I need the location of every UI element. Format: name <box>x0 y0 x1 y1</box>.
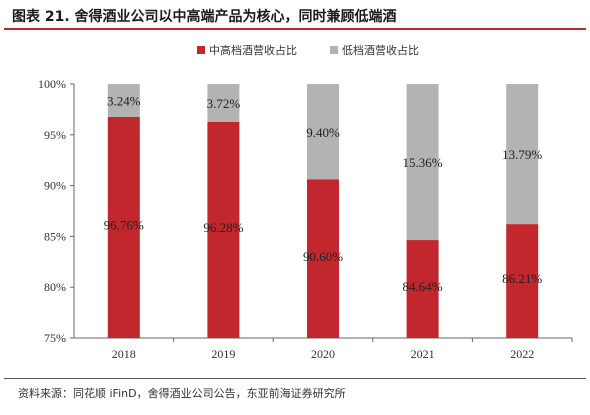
footer-divider <box>4 378 586 379</box>
data-label-high-2019: 96.28% <box>203 220 243 235</box>
source-note: 资料来源：同花顺 iFinD，舍得酒业公司公告，东亚前海证券研究所 <box>18 387 346 400</box>
legend: 中高档酒营收占比 低档酒营收占比 <box>197 43 419 57</box>
data-label-high-2022: 86.21% <box>502 271 542 286</box>
bar-high-2020 <box>307 179 339 338</box>
data-label-low-2019: 3.72% <box>207 96 241 111</box>
data-label-high-2021: 84.64% <box>403 279 443 294</box>
bars <box>107 84 539 339</box>
data-label-low-2022: 13.79% <box>502 147 542 162</box>
bar-high-2022 <box>506 224 539 338</box>
stacked-bar-chart: 中高档酒营收占比 低档酒营收占比 75% 80% 85% 90% 95% 100% 2018… <box>38 43 573 361</box>
legend-label-high: 中高档酒营收占比 <box>209 43 297 57</box>
bar-low-2021 <box>406 84 439 241</box>
bar-low-2018 <box>107 84 140 117</box>
bar-low-2022 <box>506 84 539 225</box>
data-label-high-2020: 90.60% <box>303 249 343 264</box>
bar-high-2019 <box>207 121 240 338</box>
x-tick-label: 2020 <box>311 347 335 361</box>
title-divider <box>4 28 586 30</box>
bar-low-2019 <box>207 84 240 122</box>
y-tick-label: 90% <box>44 179 66 193</box>
y-tick-label: 85% <box>44 229 66 243</box>
x-tick-label: 2022 <box>510 347 534 361</box>
x-tick-label: 2018 <box>112 347 136 361</box>
data-labels: 96.76% 3.24% 96.28% 3.72% 90.60% 9.40% 84.64% 1… <box>104 93 543 294</box>
y-tick-label: 75% <box>44 331 66 345</box>
data-label-low-2020: 9.40% <box>306 125 340 140</box>
bar-high-2018 <box>107 116 140 339</box>
data-label-low-2021: 15.36% <box>403 155 443 170</box>
x-tick-label: 2019 <box>211 347 235 361</box>
data-label-high-2018: 96.76% <box>104 217 144 232</box>
legend-swatch-high <box>197 46 205 54</box>
y-tick-label: 95% <box>44 128 66 142</box>
legend-swatch-low <box>330 46 338 54</box>
data-label-low-2018: 3.24% <box>107 93 141 108</box>
y-tick-label: 80% <box>44 280 66 294</box>
axes: 75% 80% 85% 90% 95% 100% 2018 2019 2020 2021 2022 <box>38 77 573 361</box>
chart-title: 图表 21. 舍得酒业公司以中高端产品为核心，同时兼顾低端酒 <box>12 9 397 25</box>
bar-high-2021 <box>406 240 439 338</box>
x-tick-label: 2021 <box>411 347 435 361</box>
bar-low-2020 <box>307 84 339 180</box>
y-tick-label: 100% <box>38 77 66 91</box>
legend-label-low: 低档酒营收占比 <box>342 43 419 57</box>
